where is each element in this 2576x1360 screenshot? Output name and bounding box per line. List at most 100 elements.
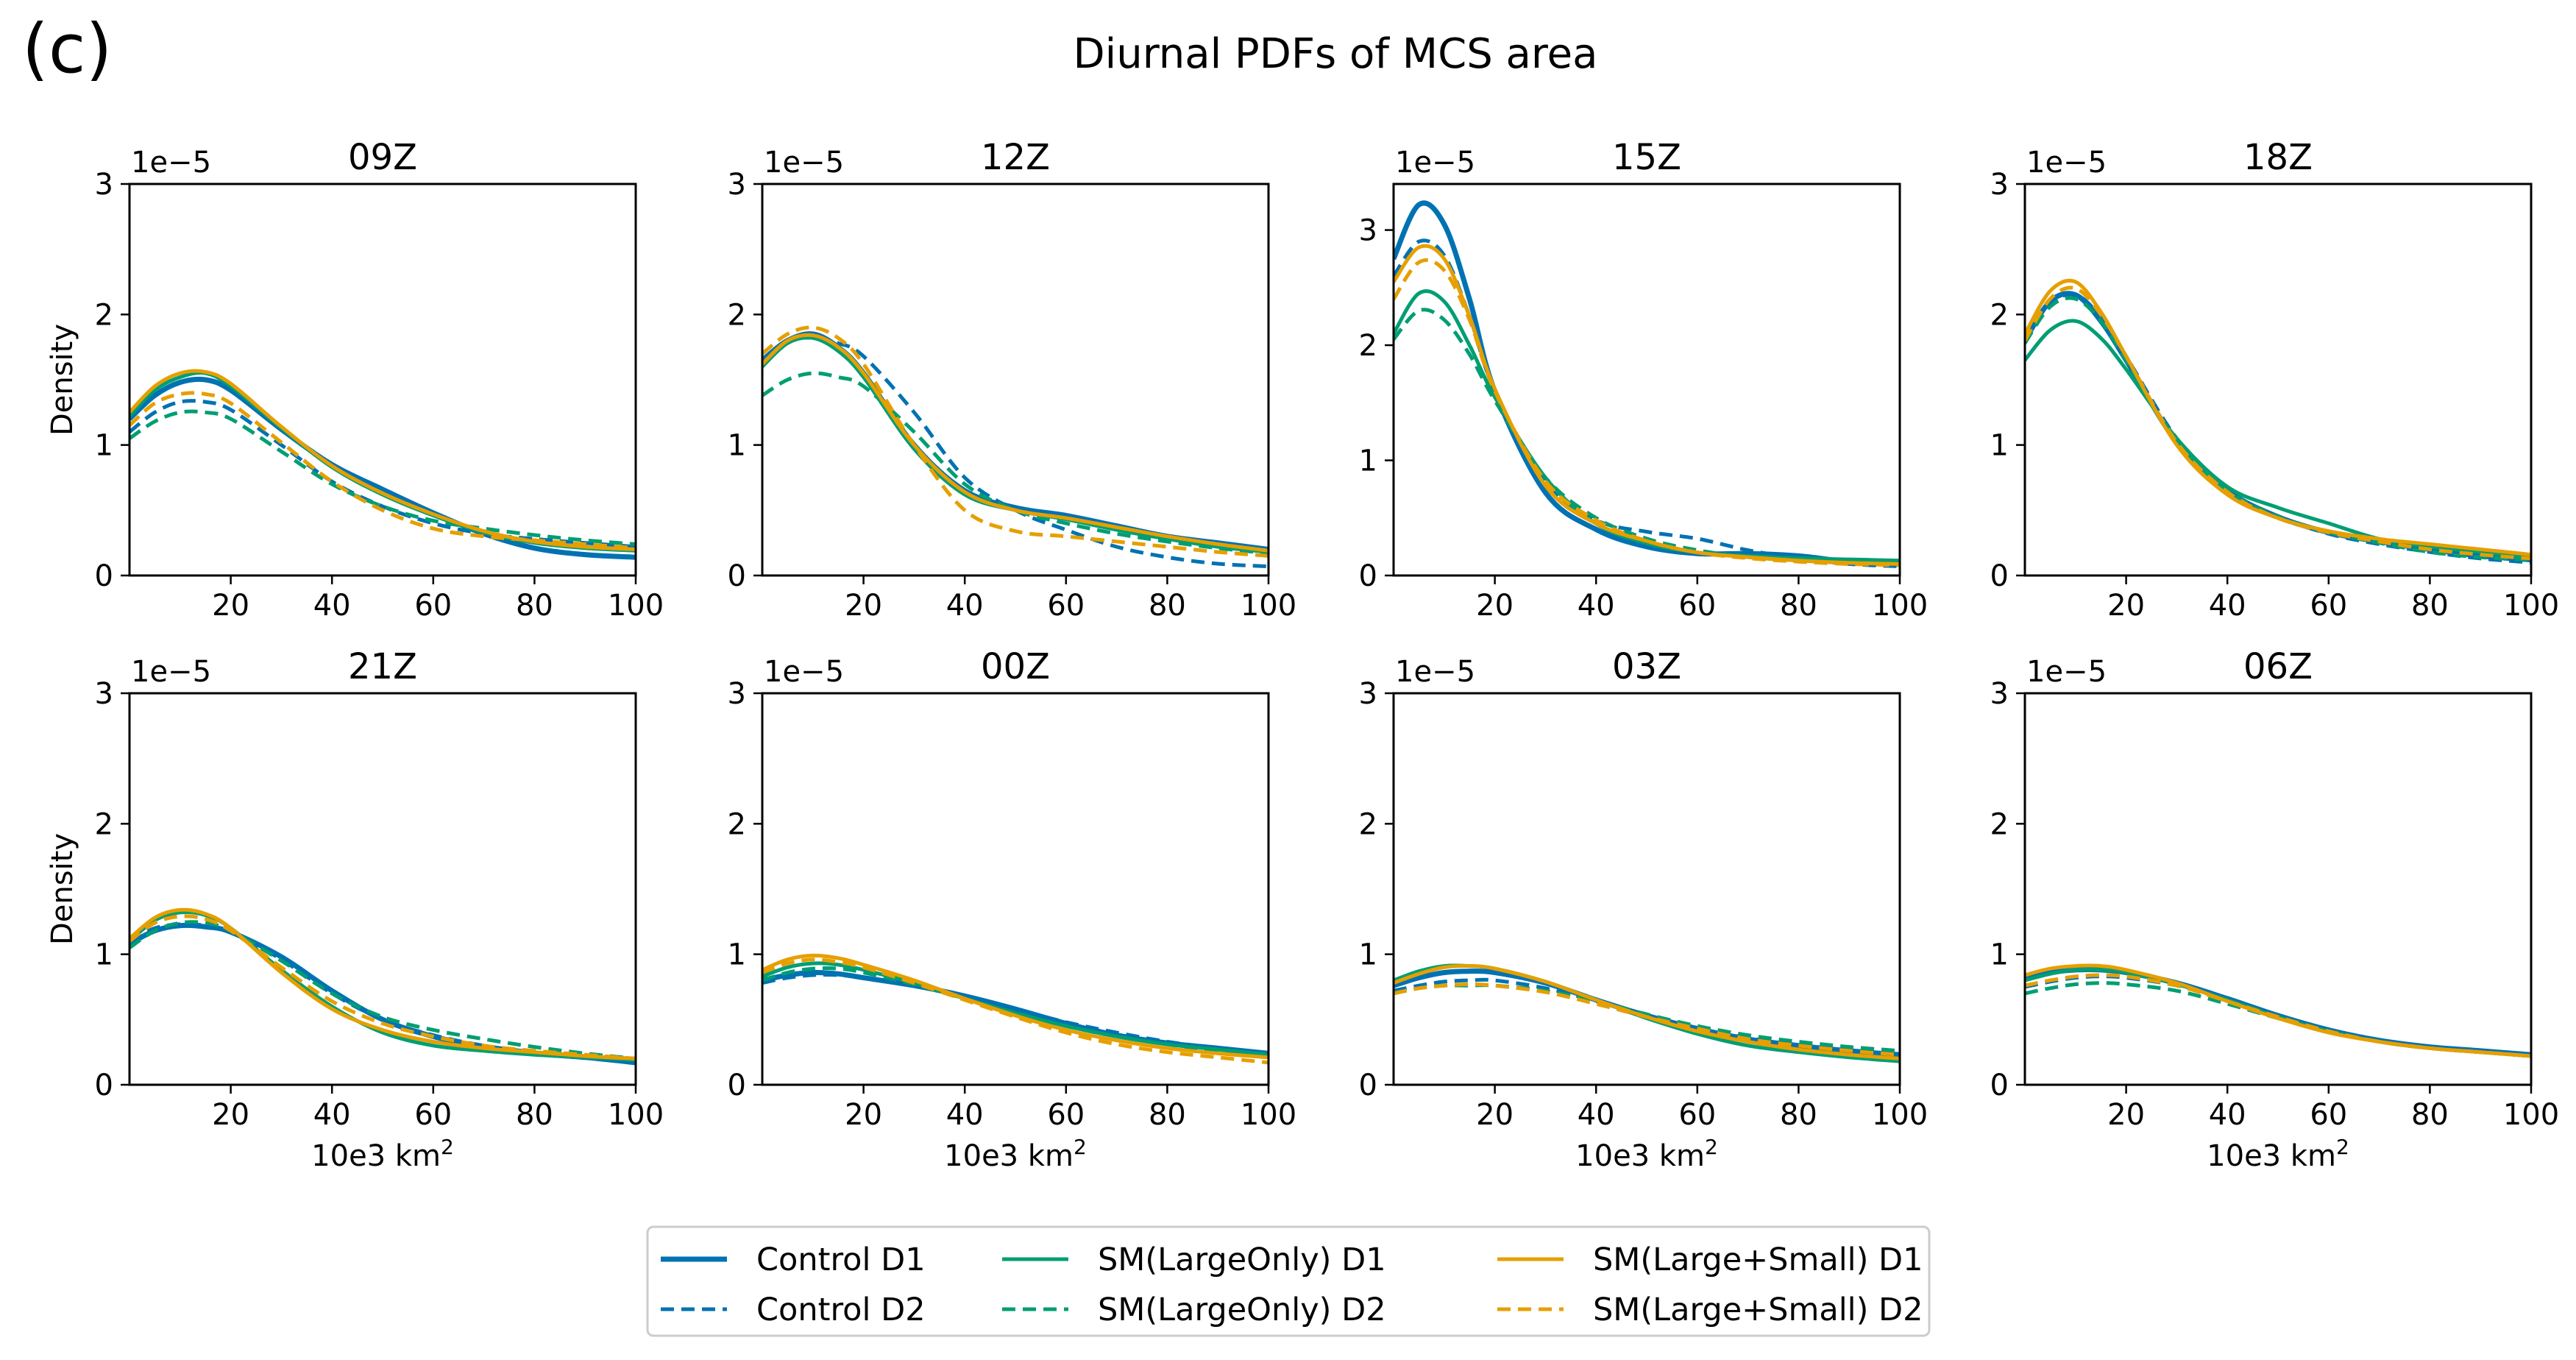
legend-label: SM(LargeOnly) D1 bbox=[1098, 1242, 1386, 1278]
series-line-sm-large-small-d2 bbox=[2025, 286, 2531, 561]
x-tick-label: 20 bbox=[1476, 1098, 1514, 1132]
axes-frame bbox=[1392, 692, 1901, 1086]
y-tick-label: 2 bbox=[95, 298, 113, 332]
series-line-sm-large-small-d1 bbox=[762, 333, 1269, 553]
series-line-sm-large-small-d2 bbox=[1394, 982, 1900, 1057]
panel-09z: 09Z 1e−5 20 40 60 80 100 0 1 2 3 Density bbox=[46, 137, 664, 623]
x-tick-label: 60 bbox=[414, 1098, 452, 1132]
legend-frame bbox=[646, 1225, 1931, 1337]
y-tick-label: 1 bbox=[95, 429, 113, 463]
y-tick-label: 2 bbox=[1359, 807, 1377, 841]
y-tick-label: 3 bbox=[1359, 214, 1377, 248]
x-tick-label: 20 bbox=[212, 1098, 249, 1132]
y-tick-label: 0 bbox=[728, 1069, 746, 1102]
series-line-control-d2 bbox=[762, 973, 1269, 1055]
y-offset-label: 1e−5 bbox=[764, 655, 844, 689]
x-tick-label: 80 bbox=[1149, 589, 1186, 623]
y-axis-label: Density bbox=[46, 833, 79, 945]
panel-00z: 00Z 1e−5 20 40 60 80 100 0 1 2 3 10e3 km2 bbox=[728, 646, 1297, 1173]
x-tick-label: 60 bbox=[2310, 589, 2347, 623]
legend-item: Control D1 bbox=[661, 1242, 926, 1278]
x-axis-label: 10e3 km2 bbox=[2207, 1135, 2349, 1173]
y-tick-label: 2 bbox=[1990, 807, 2009, 841]
panel-21z: 21Z 1e−5 20 40 60 80 100 0 1 2 3 Density 10e3 km2 bbox=[46, 646, 664, 1173]
axes-frame bbox=[1392, 183, 1901, 577]
series-line-sm-large-small-d2 bbox=[762, 325, 1269, 558]
panel-title: 21Z bbox=[348, 646, 417, 687]
legend-label: SM(Large+Small) D1 bbox=[1593, 1242, 1923, 1278]
x-tick-label: 100 bbox=[608, 1098, 664, 1132]
series-line-sm-large-small-d2 bbox=[129, 391, 636, 550]
series-line-sm-largeonly-d1 bbox=[762, 336, 1269, 554]
series-line-sm-largeonly-d2 bbox=[762, 371, 1269, 556]
x-tick-label: 60 bbox=[1678, 1098, 1716, 1132]
series-line-sm-largeonly-d1 bbox=[129, 371, 636, 553]
x-tick-label: 80 bbox=[516, 589, 553, 623]
x-tick-label: 80 bbox=[516, 1098, 553, 1132]
series-line-sm-largeonly-d2 bbox=[1394, 308, 1900, 566]
x-tick-label: 60 bbox=[1047, 589, 1085, 623]
x-tick-label: 80 bbox=[2411, 589, 2449, 623]
x-tick-label: 100 bbox=[1872, 589, 1928, 623]
x-tick-label: 20 bbox=[2107, 589, 2145, 623]
series-line-control-d1 bbox=[129, 922, 636, 1066]
axes-frame bbox=[761, 692, 1270, 1086]
panel-title: 15Z bbox=[1612, 137, 1681, 178]
series-line-sm-large-small-d1 bbox=[1394, 964, 1900, 1060]
series-line-sm-large-small-d1 bbox=[2025, 278, 2531, 557]
x-tick-label: 80 bbox=[1780, 589, 1817, 623]
y-tick-label: 0 bbox=[728, 559, 746, 593]
y-tick-label: 1 bbox=[1990, 429, 2009, 463]
legend-item: SM(Large+Small) D1 bbox=[1497, 1242, 1923, 1278]
legend-item: SM(LargeOnly) D1 bbox=[1002, 1242, 1386, 1278]
series-line-control-d2 bbox=[129, 922, 636, 1063]
series-line-sm-largeonly-d2 bbox=[129, 409, 636, 546]
panel-title: 06Z bbox=[2243, 646, 2313, 687]
y-tick-label: 3 bbox=[1990, 677, 2009, 711]
x-tick-label: 40 bbox=[2209, 1098, 2246, 1132]
x-tick-label: 40 bbox=[946, 589, 984, 623]
panel-title: 09Z bbox=[348, 137, 417, 178]
legend: Control D1 Control D2 SM(LargeOnly) D1 SM(L… bbox=[646, 1225, 1931, 1337]
series-line-control-d1 bbox=[1394, 200, 1900, 567]
x-tick-label: 40 bbox=[2209, 589, 2246, 623]
y-tick-label: 3 bbox=[728, 677, 746, 711]
y-tick-label: 1 bbox=[1990, 938, 2009, 972]
legend-item: SM(Large+Small) D2 bbox=[1497, 1292, 1923, 1328]
y-tick-label: 1 bbox=[95, 938, 113, 972]
series-line-sm-large-small-d2 bbox=[1394, 258, 1900, 567]
series-line-sm-large-small-d2 bbox=[2025, 973, 2531, 1058]
panel-15z: 15Z 1e−5 20 40 60 80 100 0 1 2 3 bbox=[1359, 137, 1929, 623]
series-line-sm-largeonly-d2 bbox=[129, 920, 636, 1060]
legend-item: SM(LargeOnly) D2 bbox=[1002, 1292, 1386, 1328]
y-tick-label: 0 bbox=[1359, 559, 1377, 593]
panel-title: 00Z bbox=[981, 646, 1050, 687]
x-tick-label: 20 bbox=[845, 589, 882, 623]
y-tick-label: 2 bbox=[95, 807, 113, 841]
series-line-sm-large-small-d1 bbox=[129, 907, 636, 1060]
x-tick-label: 100 bbox=[2503, 589, 2559, 623]
x-axis-label: 10e3 km2 bbox=[311, 1135, 454, 1173]
x-tick-label: 60 bbox=[1678, 589, 1716, 623]
panel-03z: 03Z 1e−5 20 40 60 80 100 0 1 2 3 10e3 km2 bbox=[1359, 646, 1929, 1173]
panel-title: 18Z bbox=[2243, 137, 2313, 178]
x-tick-label: 60 bbox=[414, 589, 452, 623]
legend-label: SM(Large+Small) D2 bbox=[1593, 1292, 1923, 1328]
series-line-sm-large-small-d1 bbox=[2025, 963, 2531, 1058]
x-tick-label: 100 bbox=[2503, 1098, 2559, 1132]
x-tick-label: 80 bbox=[1780, 1098, 1817, 1132]
y-tick-label: 3 bbox=[1990, 168, 2009, 202]
series-line-control-d2 bbox=[2025, 292, 2531, 564]
axes-frame bbox=[2023, 183, 2533, 577]
y-tick-label: 3 bbox=[1359, 677, 1377, 711]
axes-frame bbox=[761, 183, 1270, 577]
y-tick-label: 0 bbox=[95, 559, 113, 593]
y-offset-label: 1e−5 bbox=[764, 146, 844, 180]
y-tick-label: 2 bbox=[1990, 298, 2009, 332]
y-tick-label: 0 bbox=[95, 1069, 113, 1102]
y-offset-label: 1e−5 bbox=[1395, 146, 1475, 180]
x-tick-label: 20 bbox=[2107, 1098, 2145, 1132]
x-tick-label: 40 bbox=[313, 1098, 351, 1132]
y-offset-label: 1e−5 bbox=[2026, 655, 2107, 689]
